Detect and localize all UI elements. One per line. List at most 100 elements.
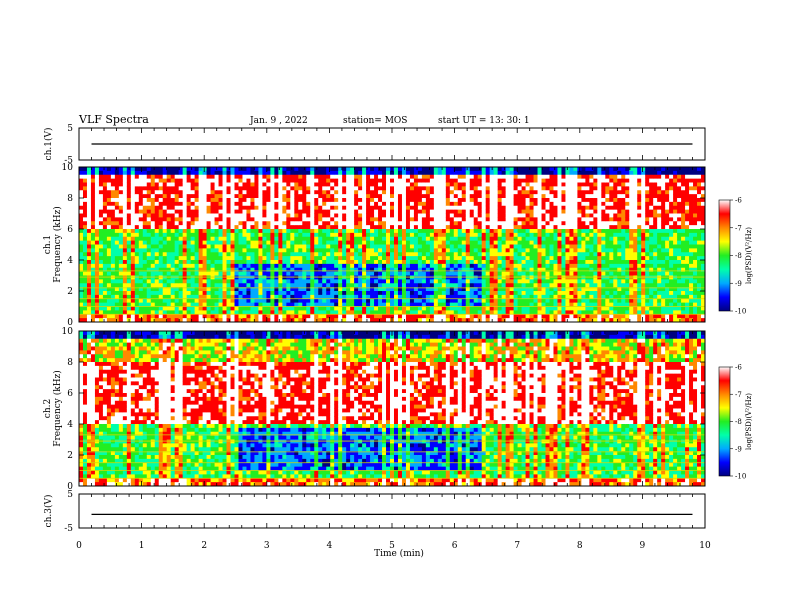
spectrogram-cell	[386, 198, 391, 203]
spectrogram-cell	[401, 252, 407, 257]
spectrogram-cell	[118, 275, 124, 280]
spectrogram-cell	[334, 287, 339, 292]
spectrogram-cell	[134, 267, 140, 273]
spectrogram-cell	[529, 287, 534, 292]
spectrogram-cell	[473, 217, 479, 222]
spectrogram-cell	[82, 287, 88, 292]
spectrogram-cell	[134, 221, 140, 226]
spectrogram-cell	[525, 186, 530, 191]
spectrogram-cell	[110, 248, 116, 253]
spectrogram-cell	[362, 225, 367, 230]
spectrogram-cell	[537, 221, 542, 226]
spectrogram-cell	[118, 256, 124, 261]
spectrogram-cell	[346, 314, 351, 319]
spectrogram-cell	[553, 240, 558, 245]
spectrogram-cell	[286, 256, 291, 261]
spectrogram-cell	[286, 271, 291, 276]
spectrogram-cell	[509, 236, 515, 242]
spectrogram-cell	[338, 294, 343, 300]
spectrogram-cell	[230, 217, 235, 222]
spectrogram-cell	[425, 167, 431, 172]
spectrogram-cell	[401, 244, 407, 249]
spectrogram-cell	[405, 318, 411, 323]
spectrogram-cell	[401, 310, 407, 315]
spectrogram-cell	[557, 279, 562, 284]
spectrogram-cell	[218, 198, 223, 203]
spectrogram-cell	[362, 174, 367, 180]
spectrogram-cell	[449, 287, 455, 292]
spectrogram-cell	[425, 260, 431, 265]
spectrogram-cell	[202, 283, 207, 288]
spectrogram-cell	[545, 221, 550, 226]
spectrogram-cell	[350, 318, 355, 323]
spectrogram-cell	[82, 174, 88, 180]
spectrogram-cell	[465, 213, 471, 218]
spectrogram-cell	[206, 244, 211, 249]
spectrogram-cell	[166, 271, 172, 276]
spectrogram-cell	[198, 182, 204, 187]
spectrogram-cell	[565, 201, 570, 207]
spectrogram-cell	[413, 306, 419, 311]
spectrogram-cell	[334, 174, 339, 180]
spectrogram-cell	[425, 170, 431, 176]
spectrogram-cell	[449, 302, 455, 307]
spectrogram-cell	[366, 252, 371, 257]
spectrogram-cell	[409, 221, 415, 226]
spectrogram-cell	[170, 178, 176, 183]
spectrogram-cell	[525, 314, 530, 319]
spectrogram-cell	[557, 306, 562, 311]
spectrogram-cell	[234, 263, 239, 269]
spectrogram-cell	[90, 229, 96, 234]
spectrogram-cell	[489, 186, 495, 191]
spectrogram-cell	[298, 244, 303, 249]
spectrogram-cell	[234, 275, 239, 280]
spectrogram-cell	[210, 275, 215, 280]
spectrogram-cell	[158, 248, 164, 253]
spectrogram-cell	[246, 229, 251, 234]
spectrogram-cell	[242, 225, 247, 230]
spectrogram-cell	[182, 170, 188, 176]
spectrogram-cell	[537, 244, 542, 249]
spectrogram-cell	[382, 294, 387, 300]
spectrogram-cell	[417, 271, 423, 276]
spectrogram-cell	[537, 267, 542, 273]
spectrogram-cell	[421, 248, 427, 253]
spectrogram-cell	[473, 271, 479, 276]
spectrogram-cell	[362, 205, 367, 211]
spectrogram-cell	[358, 194, 363, 199]
spectrogram-cell	[318, 178, 323, 183]
spectrogram-cell	[246, 186, 251, 191]
spectrogram-cell	[86, 240, 92, 245]
spectrogram-cell	[445, 240, 451, 245]
spectrogram-cell	[545, 178, 550, 183]
spectrogram-cell	[338, 174, 343, 180]
spectrogram-cell	[565, 283, 570, 288]
spectrogram-cell	[106, 198, 112, 203]
spectrogram-cell	[493, 186, 499, 191]
spectrogram-cell	[533, 186, 538, 191]
spectrogram-cell	[481, 271, 487, 276]
spectrogram-cell	[210, 287, 215, 292]
spectrogram-cell	[258, 260, 263, 265]
spectrogram-cell	[541, 310, 546, 315]
spectrogram-cell	[330, 314, 335, 319]
spectrogram-cell	[397, 279, 403, 284]
spectrogram-cell	[338, 167, 343, 172]
spectrogram-cell	[433, 178, 439, 183]
spectrogram-cell	[342, 248, 347, 253]
spectrogram-cell	[150, 178, 156, 183]
spectrogram-cell	[489, 256, 495, 261]
spectrogram-cell	[294, 217, 299, 222]
spectrogram-cell	[90, 267, 96, 273]
spectrogram-cell	[386, 283, 391, 288]
spectrogram-cell	[401, 190, 407, 195]
spectrogram-cell	[497, 283, 503, 288]
spectrogram-cell	[521, 283, 526, 288]
spectrogram-cell	[82, 244, 88, 249]
spectrogram-cell	[234, 205, 239, 211]
spectrogram-cell	[378, 205, 383, 211]
spectrogram-cell	[166, 229, 172, 234]
spectrogram-cell	[194, 275, 200, 280]
spectrogram-cell	[525, 194, 530, 199]
spectrogram-cell	[258, 271, 263, 276]
